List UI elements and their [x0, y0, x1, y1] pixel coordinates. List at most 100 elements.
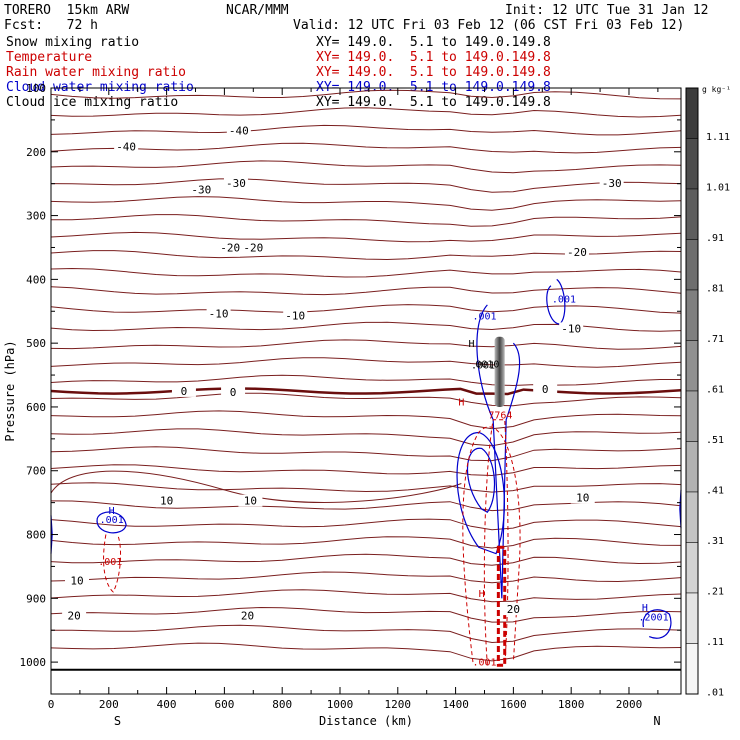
colorbar-label: 1.01	[706, 182, 730, 193]
temperature-label-bg	[283, 309, 308, 322]
temperature-label: -20	[220, 241, 240, 254]
y-tick-label: 100	[26, 82, 46, 95]
valid-time: Valid: 12 UTC Fri 03 Feb 12 (06 CST Fri …	[293, 18, 685, 33]
temperature-label: 20	[67, 609, 80, 622]
mixing-ratio-label: 0010	[475, 359, 499, 370]
cloud-water-contour	[96, 511, 127, 534]
mixing-ratio-label: H	[458, 398, 464, 409]
freezing-level-contour	[50, 387, 682, 396]
temperature-label-bg	[501, 603, 526, 616]
temperature-label-bg	[559, 322, 584, 335]
colorbar-label: .71	[706, 334, 724, 345]
temperature-label: 10	[160, 495, 173, 508]
colorbar-cell	[685, 239, 699, 291]
x-tick-label: 600	[214, 698, 234, 711]
colorbar-unit: g kg⁻¹	[702, 85, 731, 94]
temperature-label: 0	[230, 386, 237, 399]
temperature-contour	[50, 410, 682, 430]
temperature-contour	[50, 178, 682, 193]
temperature-label: -30	[226, 177, 246, 190]
temperature-contour	[50, 589, 682, 603]
temperature-contour	[50, 321, 682, 332]
plot-frame	[50, 87, 682, 695]
colorbar-label: .01	[706, 687, 724, 698]
temperature-label: 10	[70, 574, 83, 587]
temperature-contour	[50, 518, 682, 531]
mixing-ratio-label: .001	[472, 657, 496, 668]
x-tick-label: 200	[99, 698, 119, 711]
temperature-label: 0	[181, 385, 188, 398]
temperature-contour	[50, 89, 682, 100]
temperature-contour	[50, 571, 682, 584]
colorbar-cell	[685, 87, 699, 139]
temperature-contour	[50, 482, 682, 493]
colorbar-label: .51	[706, 435, 724, 446]
mixing-ratio-label: .001	[100, 515, 124, 526]
temperature-contour	[50, 357, 682, 368]
mixing-ratio-label: H	[109, 506, 115, 517]
temperature-label-bg	[223, 176, 248, 189]
y-tick-label: 200	[26, 146, 46, 159]
temperature-contour	[51, 214, 682, 227]
temperature-label-bg	[235, 609, 260, 622]
temperature-label: -10	[561, 322, 581, 335]
temperature-label-bg	[570, 491, 595, 504]
temperature-contour	[50, 428, 682, 447]
x-tick-label: 1000	[327, 698, 354, 711]
y-tick-label: 900	[26, 592, 46, 605]
temperature-contour	[50, 553, 682, 566]
temperature-contour	[50, 107, 682, 118]
legend-label: Cloud ice mixing ratio	[6, 95, 179, 110]
init-time: Init: 12 UTC Tue 31 Jan 12	[505, 3, 709, 18]
colorbar-label: .81	[706, 283, 724, 294]
x-tick-label: 400	[157, 698, 177, 711]
temperature-label-bg	[206, 307, 231, 320]
y-tick-label: 500	[26, 337, 46, 350]
temperature-label-bg	[533, 383, 558, 395]
legend-label: Temperature	[6, 50, 93, 65]
temperature-label: -10	[209, 308, 229, 321]
temperature-label-bg	[238, 494, 263, 507]
colorbar-cell	[685, 441, 699, 493]
temperature-contour	[50, 470, 462, 503]
y-tick-label: 700	[26, 465, 46, 478]
temperature-label: -40	[229, 125, 249, 138]
legend-xy: XY= 149.0. 5.1 to 149.0.149.8	[316, 95, 551, 110]
colorbar-cell	[685, 289, 699, 341]
temperature-contour	[50, 196, 682, 211]
temperature-label-bg	[114, 140, 139, 153]
colorbar-cell	[685, 643, 699, 695]
temperature-label-bg	[221, 386, 246, 399]
temperature-label-bg	[599, 176, 624, 189]
temperature-label-bg	[154, 494, 179, 507]
colorbar-label: .11	[706, 637, 724, 648]
x-tick-label: 1800	[558, 698, 585, 711]
x-tick-label: 0	[48, 698, 55, 711]
temperature-label: -20	[243, 241, 263, 254]
y-tick-label: 800	[26, 529, 46, 542]
x-axis-end-label: N	[653, 714, 660, 728]
temperature-label: -20	[567, 246, 587, 259]
temperature-contour	[50, 304, 682, 314]
y-tick-label: 1000	[20, 656, 47, 669]
legend-label: Rain water mixing ratio	[6, 65, 187, 80]
x-axis-start-label: S	[114, 714, 121, 728]
mixing-ratio-label: 7764	[488, 410, 512, 421]
temperature-label: -40	[116, 141, 136, 154]
temperature-label: 20	[241, 609, 254, 622]
mixing-ratio-label: H	[468, 339, 474, 350]
x-tick-label: 1600	[500, 698, 527, 711]
temperature-contour	[51, 624, 682, 644]
temperature-contour	[50, 446, 682, 462]
mixing-ratio-label: .001	[471, 361, 495, 372]
snow-mixing-shading	[494, 336, 505, 407]
colorbar-label: .61	[706, 384, 724, 395]
org-label: NCAR/MMM	[226, 3, 289, 18]
y-axis-label: Pressure (hPa)	[3, 340, 17, 441]
temperature-label: 20	[507, 603, 520, 616]
x-tick-label: 1200	[385, 698, 412, 711]
temperature-label-bg	[226, 124, 251, 137]
temperature-label-bg	[241, 241, 266, 254]
cloud-water-contour	[642, 609, 672, 639]
